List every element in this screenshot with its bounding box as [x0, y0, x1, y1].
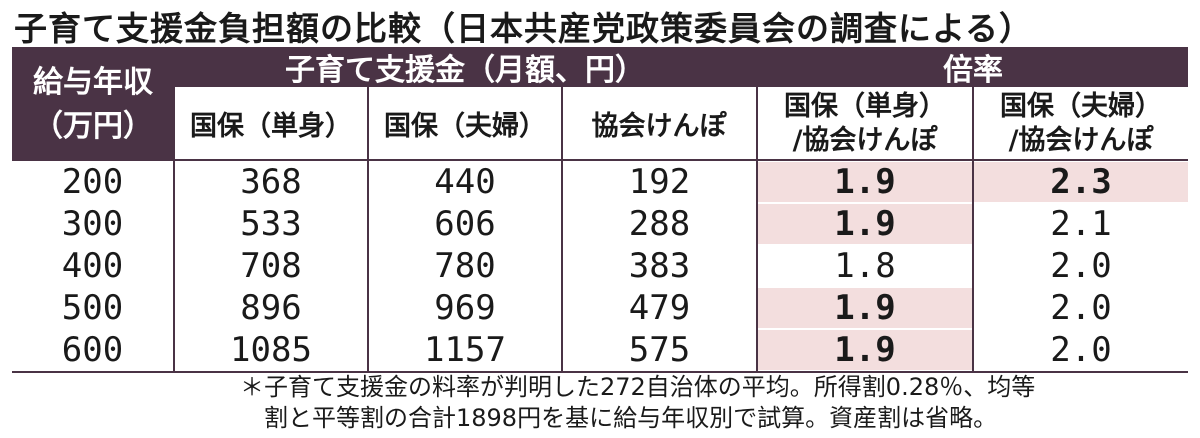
- table-cell-ratio-couple: 2.0: [1050, 288, 1112, 328]
- table-cell-single: 368: [240, 162, 302, 202]
- table-cell-couple: 969: [434, 288, 496, 328]
- income-header: 給与年収 （万円）: [12, 53, 174, 157]
- table-cell-couple: 606: [434, 204, 496, 244]
- table-cell-ratio-couple: 2.0: [1050, 330, 1112, 370]
- table-cell-ratio-single: 1.9: [834, 330, 896, 370]
- table-cell-income: 600: [61, 330, 124, 370]
- income-header-label: 給与年収: [33, 65, 153, 100]
- highlight-cell: [758, 204, 972, 244]
- table-cell-ratio-single: 1.9: [834, 288, 896, 328]
- table-cell-income: 200: [61, 162, 124, 202]
- highlight-cell: [758, 162, 972, 202]
- highlight-cell: [758, 288, 972, 328]
- column-divider: [173, 47, 175, 373]
- table-cell-kyokai: 479: [628, 288, 691, 328]
- subheader-single: 国保（単身）: [190, 111, 352, 142]
- amount-group-header: 子育て支援金（月額、円）: [285, 53, 645, 88]
- table-cell-ratio-single: 1.9: [834, 162, 896, 202]
- table-cell-couple: 1157: [424, 330, 506, 370]
- table-cell-income: 300: [61, 204, 124, 244]
- footnote-line-1: ＊子育て支援金の料率が判明した272自治体の平均。所得割0.28％、均等: [240, 373, 1036, 401]
- table-cell-kyokai: 383: [628, 246, 691, 286]
- comparison-table: 給与年収 （万円） 子育て支援金（月額、円） 倍率 国保（単身） 国保（夫婦） …: [12, 47, 1188, 373]
- amount-subheader-band: [174, 87, 756, 160]
- ratio-subheader-single-line1: 国保（単身）: [784, 90, 946, 122]
- ratio-subheader-couple-line2: /協会けんぽ: [1008, 124, 1154, 156]
- highlight-cell: [974, 162, 1188, 202]
- ratio-subheader-couple: 国保（夫婦） /協会けんぽ: [974, 87, 1188, 160]
- column-divider: [367, 87, 369, 373]
- table-cell-single: 1085: [230, 330, 312, 370]
- table-bottom-rule: [12, 371, 1188, 373]
- ratio-subheader-single: 国保（単身） /協会けんぽ: [758, 87, 972, 160]
- table-cell-kyokai: 192: [628, 162, 691, 202]
- table-cell-kyokai: 288: [628, 204, 691, 244]
- table-cell-income: 500: [61, 288, 124, 328]
- page-title: 子育て支援金負担額の比較（日本共産党政策委員会の調査による）: [14, 9, 1034, 48]
- table-cell-single: 708: [240, 246, 302, 286]
- table-cell-income: 400: [61, 246, 124, 286]
- subheader-kyokai: 協会けんぽ: [591, 111, 727, 142]
- subheader-couple: 国保（夫婦）: [384, 111, 546, 142]
- table-cell-ratio-couple: 2.3: [1050, 162, 1112, 202]
- ratio-subheader-single-line2: /協会けんぽ: [792, 124, 938, 156]
- table-cell-couple: 780: [434, 246, 496, 286]
- ratio-group-header: 倍率: [943, 53, 1003, 88]
- table-cell-ratio-single: 1.9: [834, 204, 896, 244]
- footnote: ＊子育て支援金の料率が判明した272自治体の平均。所得割0.28％、均等 割と平…: [240, 372, 1180, 434]
- table-cell-ratio-couple: 2.1: [1050, 204, 1112, 244]
- table-cell-kyokai: 575: [628, 330, 691, 370]
- table-cell-couple: 440: [434, 162, 496, 202]
- column-divider: [972, 87, 974, 373]
- table-cell-single: 896: [240, 288, 302, 328]
- income-header-unit: （万円）: [33, 109, 153, 144]
- table-cell-single: 533: [240, 204, 302, 244]
- table-cell-ratio-single: 1.8: [834, 246, 896, 286]
- table-cell-ratio-couple: 2.0: [1050, 246, 1112, 286]
- ratio-subheader-couple-line1: 国保（夫婦）: [1000, 90, 1162, 122]
- header-bottom-rule: [12, 159, 1188, 161]
- footnote-line-2: 割と平等割の合計1898円を基に給与年収別で試算。資産割は省略。: [264, 404, 998, 432]
- column-divider: [756, 47, 758, 373]
- column-divider: [561, 87, 563, 373]
- highlight-cell: [758, 330, 972, 370]
